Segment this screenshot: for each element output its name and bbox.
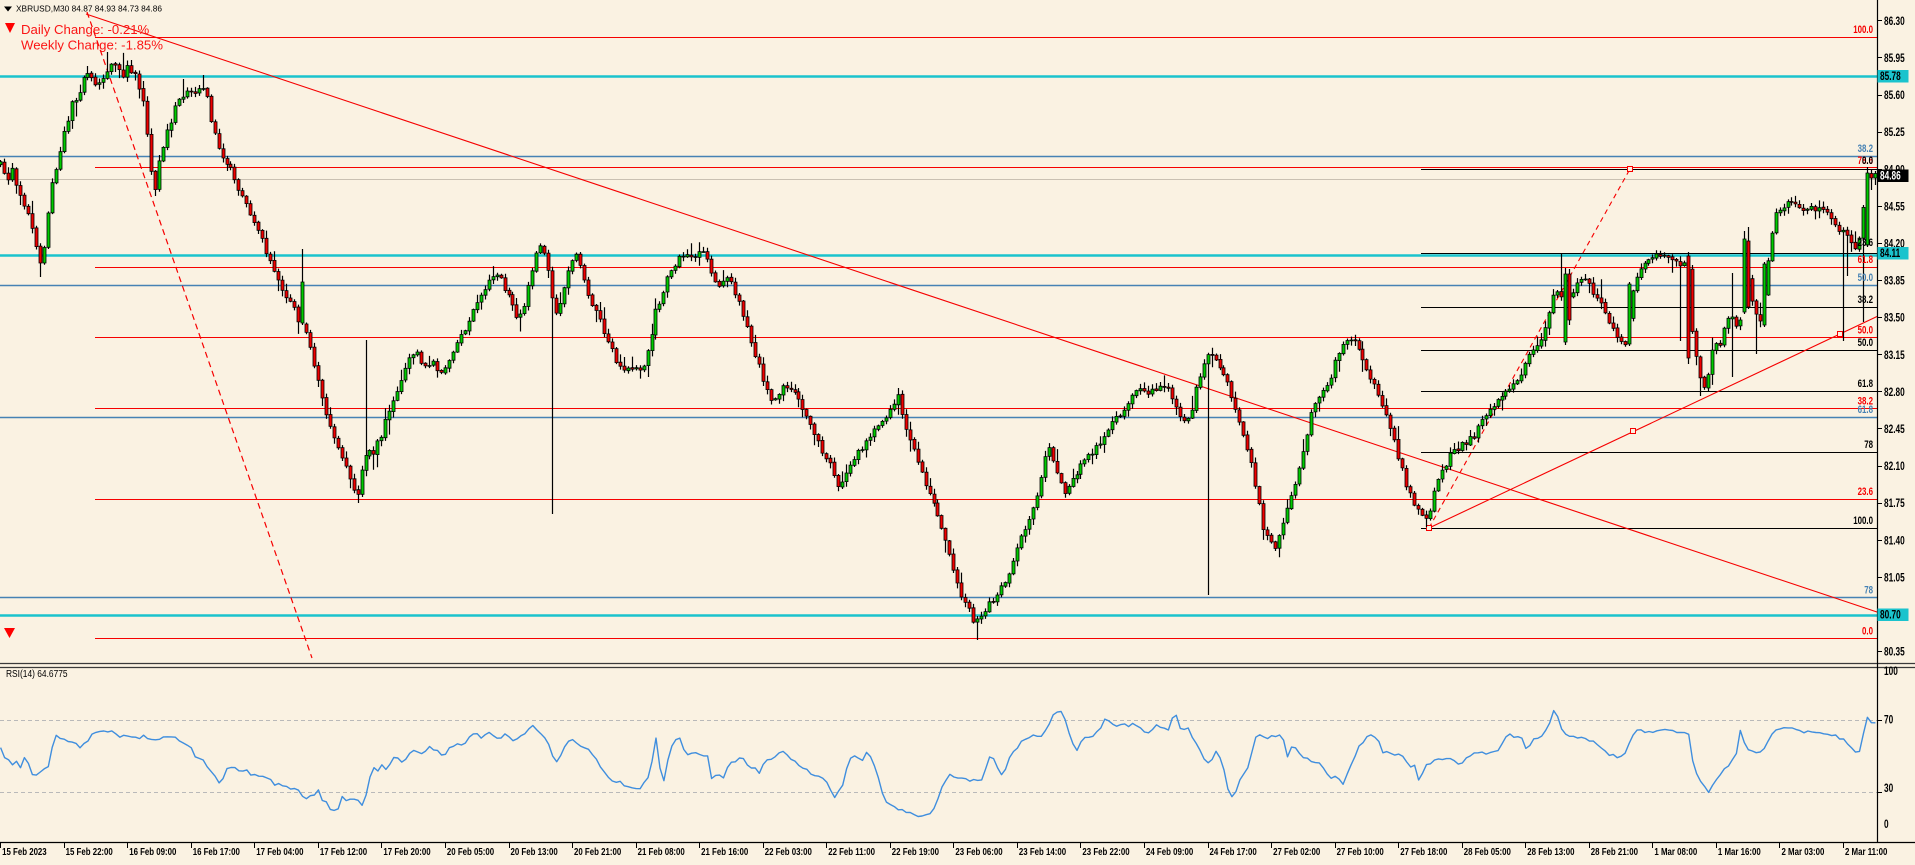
- svg-text:17 Feb 20:00: 17 Feb 20:00: [383, 846, 430, 857]
- svg-text:70: 70: [1884, 714, 1894, 727]
- svg-text:2 Mar 11:00: 2 Mar 11:00: [1845, 846, 1887, 857]
- svg-text:61.8: 61.8: [1858, 254, 1874, 267]
- svg-text:27 Feb 18:00: 27 Feb 18:00: [1400, 846, 1447, 857]
- svg-text:81.40: 81.40: [1884, 535, 1905, 548]
- svg-text:20 Feb 21:00: 20 Feb 21:00: [574, 846, 621, 857]
- svg-text:20 Feb 13:00: 20 Feb 13:00: [511, 846, 558, 857]
- svg-text:100.0: 100.0: [1853, 24, 1873, 37]
- svg-text:27 Feb 10:00: 27 Feb 10:00: [1337, 846, 1384, 857]
- svg-text:82.10: 82.10: [1884, 461, 1905, 474]
- svg-text:83.50: 83.50: [1884, 313, 1905, 326]
- svg-text:38.2: 38.2: [1858, 294, 1873, 307]
- svg-text:23 Feb 22:00: 23 Feb 22:00: [1082, 846, 1129, 857]
- svg-text:78.6: 78.6: [1858, 155, 1873, 168]
- svg-text:30: 30: [1884, 783, 1894, 796]
- svg-text:15 Feb 2023: 15 Feb 2023: [2, 846, 47, 857]
- svg-text:24 Feb 17:00: 24 Feb 17:00: [1210, 846, 1257, 857]
- svg-text:22 Feb 11:00: 22 Feb 11:00: [828, 846, 875, 857]
- svg-text:23 Feb 06:00: 23 Feb 06:00: [955, 846, 1002, 857]
- svg-text:23.6: 23.6: [1858, 486, 1873, 499]
- svg-text:82.80: 82.80: [1884, 387, 1905, 400]
- svg-text:85.95: 85.95: [1884, 53, 1905, 66]
- svg-text:17 Feb 04:00: 17 Feb 04:00: [256, 846, 303, 857]
- svg-text:28 Feb 13:00: 28 Feb 13:00: [1527, 846, 1574, 857]
- svg-text:RSI(14) 64.6775: RSI(14) 64.6775: [6, 668, 68, 680]
- svg-text:28 Feb 21:00: 28 Feb 21:00: [1591, 846, 1638, 857]
- svg-text:22 Feb 19:00: 22 Feb 19:00: [892, 846, 939, 857]
- svg-text:20 Feb 05:00: 20 Feb 05:00: [447, 846, 494, 857]
- svg-text:21 Feb 16:00: 21 Feb 16:00: [701, 846, 748, 857]
- svg-text:78: 78: [1864, 439, 1873, 452]
- svg-text:16 Feb 09:00: 16 Feb 09:00: [129, 846, 176, 857]
- svg-text:80.35: 80.35: [1884, 646, 1905, 659]
- svg-text:1 Mar 08:00: 1 Mar 08:00: [1654, 846, 1697, 857]
- svg-text:22 Feb 03:00: 22 Feb 03:00: [765, 846, 812, 857]
- svg-text:85.60: 85.60: [1884, 90, 1905, 103]
- svg-text:78: 78: [1864, 584, 1873, 597]
- svg-text:50.0: 50.0: [1858, 337, 1873, 350]
- svg-text:27 Feb 02:00: 27 Feb 02:00: [1273, 846, 1320, 857]
- svg-text:81.05: 81.05: [1884, 572, 1905, 585]
- svg-text:28 Feb 05:00: 28 Feb 05:00: [1464, 846, 1511, 857]
- svg-text:50.0: 50.0: [1858, 324, 1873, 337]
- svg-text:0: 0: [1884, 819, 1889, 832]
- svg-text:82.45: 82.45: [1884, 424, 1905, 437]
- svg-text:100.0: 100.0: [1853, 515, 1873, 528]
- svg-text:85.25: 85.25: [1884, 127, 1905, 140]
- svg-text:80.70: 80.70: [1880, 610, 1901, 623]
- svg-text:0.0: 0.0: [1862, 155, 1873, 168]
- svg-text:24 Feb 09:00: 24 Feb 09:00: [1146, 846, 1193, 857]
- svg-text:15 Feb 22:00: 15 Feb 22:00: [66, 846, 113, 857]
- svg-text:XBRUSD,M30 84.87 84.93 84.73: XBRUSD,M30 84.87 84.93 84.73 84.86: [16, 3, 162, 13]
- svg-text:17 Feb 12:00: 17 Feb 12:00: [320, 846, 367, 857]
- svg-text:84.11: 84.11: [1880, 248, 1901, 261]
- svg-text:61.8: 61.8: [1858, 378, 1874, 391]
- svg-text:Daily Change: -0.21%: Daily Change: -0.21%: [21, 22, 150, 37]
- svg-text:23.6: 23.6: [1858, 237, 1873, 250]
- svg-text:23 Feb 14:00: 23 Feb 14:00: [1019, 846, 1066, 857]
- svg-text:0.0: 0.0: [1862, 625, 1873, 638]
- svg-text:84.55: 84.55: [1884, 201, 1905, 214]
- svg-text:50.0: 50.0: [1858, 272, 1873, 285]
- svg-text:16 Feb 17:00: 16 Feb 17:00: [193, 846, 240, 857]
- svg-text:83.15: 83.15: [1884, 350, 1905, 363]
- svg-text:83.85: 83.85: [1884, 275, 1905, 288]
- svg-text:38.2: 38.2: [1858, 143, 1873, 156]
- svg-text:61.8: 61.8: [1858, 404, 1874, 417]
- svg-text:85.78: 85.78: [1880, 71, 1901, 84]
- svg-text:38.2: 38.2: [1858, 395, 1873, 408]
- svg-text:84.86: 84.86: [1880, 171, 1901, 184]
- svg-text:100: 100: [1884, 666, 1898, 679]
- svg-text:Weekly Change: -1.85%: Weekly Change: -1.85%: [21, 38, 163, 53]
- svg-text:1 Mar 16:00: 1 Mar 16:00: [1718, 846, 1761, 857]
- svg-text:81.75: 81.75: [1884, 498, 1905, 511]
- svg-text:86.30: 86.30: [1884, 16, 1905, 29]
- svg-text:2 Mar 03:00: 2 Mar 03:00: [1782, 846, 1825, 857]
- svg-text:21 Feb 08:00: 21 Feb 08:00: [638, 846, 685, 857]
